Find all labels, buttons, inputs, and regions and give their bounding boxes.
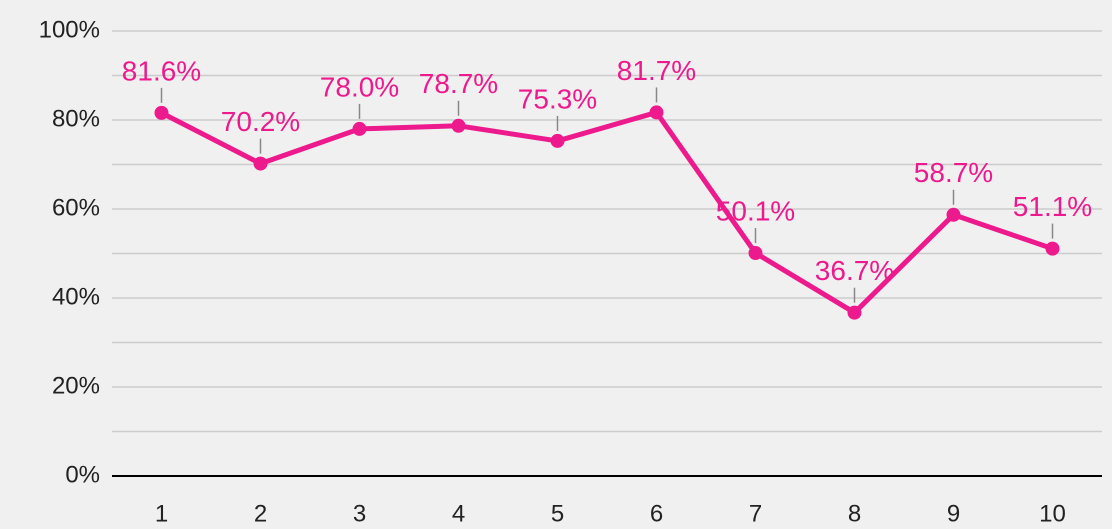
value-label: 78.7%	[419, 68, 498, 99]
x-tick-label: 8	[848, 500, 861, 527]
value-label: 50.1%	[716, 195, 795, 226]
x-tick-label: 2	[254, 500, 267, 527]
marker	[451, 118, 466, 133]
marker	[154, 105, 169, 120]
y-tick-label: 0%	[65, 461, 100, 488]
value-label: 51.1%	[1013, 191, 1092, 222]
marker	[1045, 241, 1060, 256]
x-tick-label: 7	[749, 500, 762, 527]
value-label: 81.7%	[617, 55, 696, 86]
y-tick-label: 80%	[52, 105, 100, 132]
marker	[550, 133, 565, 148]
x-tick-label: 10	[1039, 500, 1066, 527]
x-tick-label: 6	[650, 500, 663, 527]
y-tick-label: 20%	[52, 372, 100, 399]
y-tick-label: 60%	[52, 194, 100, 221]
x-tick-label: 3	[353, 500, 366, 527]
value-label: 36.7%	[815, 255, 894, 286]
value-label: 70.2%	[221, 106, 300, 137]
value-label: 58.7%	[914, 157, 993, 188]
value-label: 81.6%	[122, 55, 201, 86]
y-tick-label: 100%	[39, 16, 100, 43]
marker	[946, 207, 961, 222]
marker	[847, 305, 862, 320]
value-label: 78.0%	[320, 71, 399, 102]
marker	[649, 105, 664, 120]
x-tick-label: 1	[155, 500, 168, 527]
value-label: 75.3%	[518, 83, 597, 114]
marker	[352, 121, 367, 136]
line	[160, 109, 1054, 316]
x-tick-label: 4	[452, 500, 465, 527]
x-tick-label: 5	[551, 500, 564, 527]
y-tick-label: 40%	[52, 283, 100, 310]
x-tick-label: 9	[947, 500, 960, 527]
marker	[253, 156, 268, 171]
marker	[748, 246, 763, 261]
